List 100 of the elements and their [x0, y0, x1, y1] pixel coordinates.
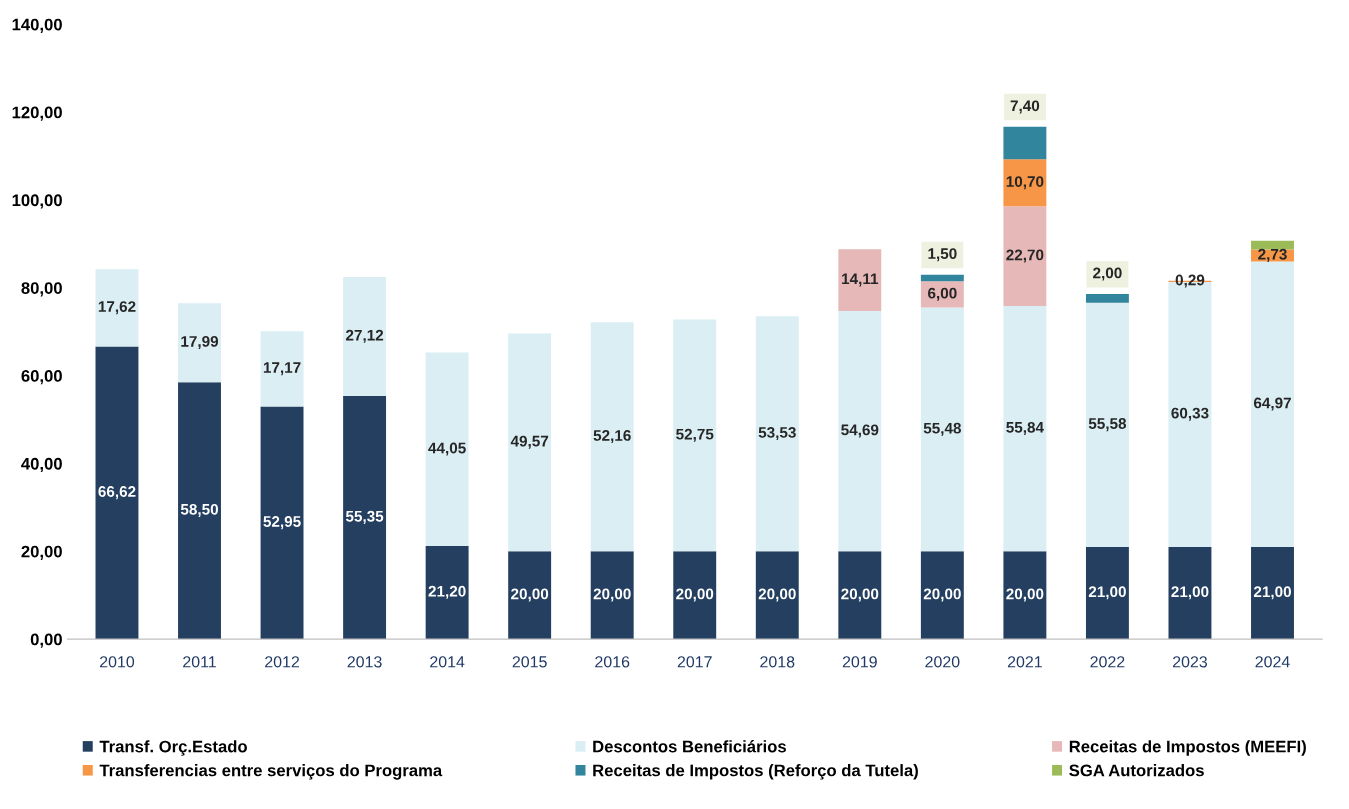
data-label: 55,35: [345, 510, 384, 524]
bar: [1085, 546, 1129, 640]
data-label: 6,00: [928, 287, 957, 301]
data-label: 54,69: [841, 424, 879, 438]
data-label: 20,00: [593, 588, 631, 602]
data-label: 20,00: [841, 588, 879, 602]
bar: [920, 307, 964, 552]
bar: [673, 319, 717, 552]
data-label: 60,33: [1171, 407, 1209, 421]
data-label: 21,00: [1088, 586, 1126, 600]
x-tick-label: 2010: [100, 656, 135, 668]
y-tick-label: 80,00: [21, 282, 62, 297]
data-label: 17,17: [263, 362, 301, 376]
bar: [755, 551, 799, 640]
x-tick-label: 2017: [677, 656, 712, 668]
x-tick-label: 2022: [1090, 656, 1125, 668]
legend-label: Descontos Beneficiários: [593, 740, 786, 753]
data-label: 14,11: [842, 273, 879, 287]
data-label: 1,50: [928, 248, 957, 262]
bar: [95, 269, 139, 347]
bar: [590, 322, 634, 552]
bar: [178, 382, 221, 640]
data-label: 55,58: [1088, 418, 1127, 432]
x-tick-label: 2019: [842, 656, 877, 668]
data-label: 44,05: [428, 442, 466, 456]
bar: [1085, 294, 1129, 303]
bar: [1168, 546, 1212, 640]
x-tick-label: 2013: [347, 656, 382, 668]
y-tick-label: 60,00: [21, 370, 62, 385]
bar: [508, 333, 552, 552]
bar: [425, 352, 469, 547]
data-label: 17,62: [98, 301, 136, 315]
bar: [920, 551, 964, 640]
data-label: 55,84: [1006, 421, 1044, 435]
y-tick-label: 20,00: [21, 545, 62, 560]
x-tick-label: 2012: [265, 656, 300, 668]
x-tick-label: 2018: [760, 656, 795, 668]
data-label: 20,00: [923, 588, 961, 602]
bar: [508, 551, 552, 640]
data-label: 64,97: [1253, 397, 1291, 411]
data-label: 55,48: [923, 422, 961, 436]
data-label: 21,00: [1171, 586, 1209, 600]
data-label: 22,70: [1006, 249, 1044, 263]
bar: [1251, 546, 1294, 640]
data-label: 20,00: [511, 588, 549, 602]
legend-label: Receitas de Impostos (MEEFI): [1069, 740, 1306, 756]
x-tick-label: 2021: [1007, 656, 1042, 668]
bar: [838, 311, 882, 552]
legend-label: Transferencias entre serviços do Programa: [99, 764, 443, 780]
data-label: 66,62: [98, 486, 136, 500]
bar: [343, 276, 387, 397]
x-tick-label: 2011: [183, 656, 216, 668]
data-label: 10,70: [1006, 176, 1044, 190]
bar: [260, 406, 304, 640]
y-tick-label: 120,00: [12, 106, 62, 121]
x-tick-label: 2014: [430, 656, 465, 668]
data-label: 58,50: [180, 503, 218, 517]
y-tick-label: 100,00: [12, 194, 62, 209]
data-label: 27,12: [346, 329, 384, 343]
bar: [1003, 306, 1047, 552]
bar: [425, 546, 469, 640]
y-tick-label: 40,00: [21, 457, 62, 473]
data-label: 52,16: [593, 430, 631, 444]
x-tick-label: 2016: [595, 656, 630, 668]
data-label: 20,00: [758, 588, 796, 602]
y-tick-label: 0,00: [30, 633, 62, 648]
data-label: 2,00: [1093, 267, 1122, 281]
x-tick-label: 2015: [512, 656, 547, 668]
x-tick-label: 2024: [1255, 656, 1290, 668]
bar: [1003, 159, 1047, 207]
bar: [838, 551, 882, 640]
bar: [590, 551, 634, 640]
bar: [920, 274, 964, 282]
x-tick-label: 2020: [925, 656, 960, 668]
data-label: 21,20: [428, 585, 466, 599]
bar: [920, 281, 964, 308]
bar: [755, 316, 799, 552]
bar: [1003, 206, 1047, 307]
data-label: 53,53: [758, 427, 796, 441]
x-tick-label: 2023: [1173, 656, 1208, 668]
data-label: 17,99: [181, 335, 219, 350]
legend-label: Receitas de Impostos (Reforço da Tutela): [593, 764, 918, 780]
data-label: 21,00: [1253, 586, 1291, 600]
data-label: 2,73: [1258, 248, 1287, 262]
bar: [260, 331, 304, 407]
bar: [1003, 126, 1047, 160]
bar: [1003, 551, 1047, 640]
data-label: 20,00: [676, 588, 714, 602]
data-label: 7,40: [1010, 100, 1040, 114]
data-label: 20,00: [1006, 588, 1044, 602]
bar: [838, 249, 882, 312]
bar: [673, 551, 717, 640]
y-tick-label: 140,00: [12, 18, 62, 33]
legend-label: SGA Autorizados: [1069, 764, 1204, 777]
legend-label: Transf. Orç.Estado: [99, 740, 247, 756]
bar: [95, 346, 139, 640]
data-label: 52,95: [263, 516, 301, 530]
data-label: 49,57: [510, 435, 549, 449]
bar: [178, 303, 221, 383]
data-label: 52,75: [676, 428, 714, 442]
